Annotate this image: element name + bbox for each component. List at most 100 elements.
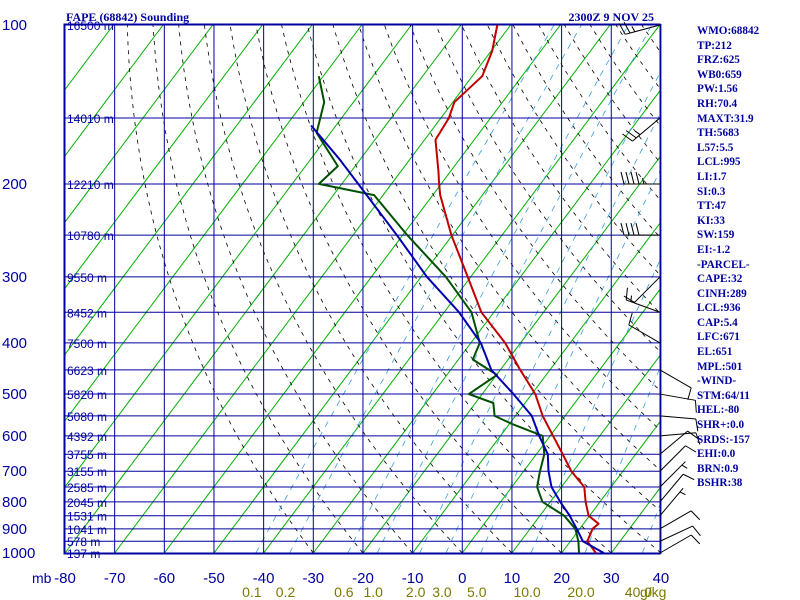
dewpoint-trace xyxy=(315,75,580,554)
height-label: 3755 m xyxy=(67,448,107,462)
panel-line: SI:0.3 xyxy=(697,185,726,198)
wind-barb xyxy=(659,415,699,432)
mixing-ratio-label: 1.0 xyxy=(363,584,383,600)
height-label: 5820 m xyxy=(67,388,107,402)
isotherm-lines xyxy=(64,24,660,554)
temperature-tick-label: -60 xyxy=(153,570,175,587)
wind-barb xyxy=(659,510,701,530)
wind-barb xyxy=(623,276,661,303)
temperature-tick-label: 40 xyxy=(653,570,670,587)
pressure-tick-label: 1000 xyxy=(2,545,35,562)
panel-line: PW:1.56 xyxy=(697,83,738,96)
sounding-indices-panel: WMO:68842 TP:212 FRZ:625 WB0:659 PW:1.56 RH:7… xyxy=(697,24,800,491)
panel-line: LCL:995 xyxy=(697,156,741,169)
temperature-tick-label: 20 xyxy=(553,570,570,587)
height-label: 10780 m xyxy=(67,229,114,243)
mixing-ratio-unit-label: g/kg xyxy=(640,584,666,600)
height-label: 4392 m xyxy=(67,430,107,444)
isotherm-line xyxy=(64,24,313,357)
wind-barb xyxy=(620,171,660,185)
isotherm-line xyxy=(263,24,660,554)
pressure-tick-label: 800 xyxy=(2,494,27,511)
height-label: 137 m xyxy=(67,547,100,561)
isotherm-line xyxy=(64,24,412,489)
temperature-tick-label: -40 xyxy=(253,570,275,587)
mixing-ratio-label: 20.0 xyxy=(567,584,594,600)
isotherm-line xyxy=(461,288,660,554)
panel-line: BRN:0.9 xyxy=(697,462,739,475)
wind-barb xyxy=(659,473,695,503)
isotherm-line xyxy=(412,222,660,554)
isotherm-line xyxy=(163,24,561,554)
height-label: 5080 m xyxy=(67,410,107,424)
isotherm-line xyxy=(213,24,611,554)
panel-line: LFC:671 xyxy=(697,331,740,344)
panel-line: FRZ:625 xyxy=(697,54,740,67)
panel-line: SRDS:-157 xyxy=(697,433,750,446)
panel-line: STM:64/11 xyxy=(697,389,750,402)
mixing-ratio-label: 5.0 xyxy=(467,584,487,600)
isotherm-line xyxy=(511,354,660,554)
height-label: 2045 m xyxy=(67,496,107,510)
wind-barb xyxy=(625,287,661,313)
wind-barb xyxy=(622,117,661,142)
panel-line: WMO:68842 xyxy=(697,25,760,37)
mixing-ratio-label: 0.1 xyxy=(242,584,262,600)
pressure-unit-label: mb xyxy=(32,570,52,586)
wind-barb xyxy=(618,21,661,35)
mixing-ratio-label: 2.0 xyxy=(406,584,426,600)
mixing-ratio-label: 0.2 xyxy=(276,584,296,600)
panel-line: L57:5.5 xyxy=(697,141,734,154)
temperature-tick-label: -10 xyxy=(402,570,424,587)
panel-line: -PARCEL- xyxy=(697,258,750,271)
wind-barb xyxy=(659,369,692,400)
pressure-tick-label: 300 xyxy=(2,269,27,286)
panel-line: EL:651 xyxy=(697,346,733,359)
pressure-tick-label: 600 xyxy=(2,428,27,445)
mixing-ratio-label: 3.0 xyxy=(432,584,452,600)
isotherm-line xyxy=(362,156,660,554)
temperature-trace xyxy=(434,24,600,554)
wind-barb xyxy=(659,487,686,517)
wind-barb xyxy=(659,534,701,554)
wind-barb xyxy=(659,525,701,542)
height-label: 12210 m xyxy=(67,178,114,192)
isotherm-line xyxy=(312,89,660,554)
isotherm-line xyxy=(561,420,660,554)
panel-line: WB0:659 xyxy=(697,68,742,81)
mixing-ratio-label: 40.0 xyxy=(625,584,652,600)
observation-time: 2300Z 9 NOV 25 xyxy=(569,10,654,24)
panel-line: BSHR:38 xyxy=(697,477,743,490)
height-label: 1041 m xyxy=(67,523,107,537)
wind-barb xyxy=(659,445,697,472)
panel-line: EI:-1.2 xyxy=(697,243,731,256)
panel-line: HEL:-80 xyxy=(697,404,740,417)
pressure-tick-label: 100 xyxy=(2,17,27,34)
pressure-tick-label: 700 xyxy=(2,463,27,480)
panel-line: KI:33 xyxy=(697,214,725,227)
panel-line: LI:1.7 xyxy=(697,170,727,183)
mixing-ratio-label: 10.0 xyxy=(513,584,540,600)
panel-line: RH:70.4 xyxy=(697,97,738,110)
panel-line: CAP:5.4 xyxy=(697,316,738,329)
mixing-ratio-label: 0.6 xyxy=(334,584,354,600)
panel-line: MPL:501 xyxy=(697,360,743,373)
panel-line: -WIND- xyxy=(697,375,737,388)
wind-barb xyxy=(659,393,697,413)
panel-line: LCL:936 xyxy=(697,302,741,315)
temperature-tick-label: 30 xyxy=(603,570,620,587)
height-label: 7500 m xyxy=(67,337,107,351)
wind-barbs xyxy=(618,21,701,554)
panel-line: EHI:0.0 xyxy=(697,448,736,461)
temperature-tick-label: -80 xyxy=(54,570,76,587)
panel-line: TP:212 xyxy=(697,39,732,52)
panel-line: MAXT:31.9 xyxy=(697,112,754,125)
pressure-tick-label: 500 xyxy=(2,386,27,403)
panel-line: SW:159 xyxy=(697,229,735,242)
pressure-tick-label: 400 xyxy=(2,335,27,352)
wind-barb xyxy=(659,430,698,455)
parcel-trace xyxy=(310,124,605,554)
temperature-tick-label: -20 xyxy=(352,570,374,587)
